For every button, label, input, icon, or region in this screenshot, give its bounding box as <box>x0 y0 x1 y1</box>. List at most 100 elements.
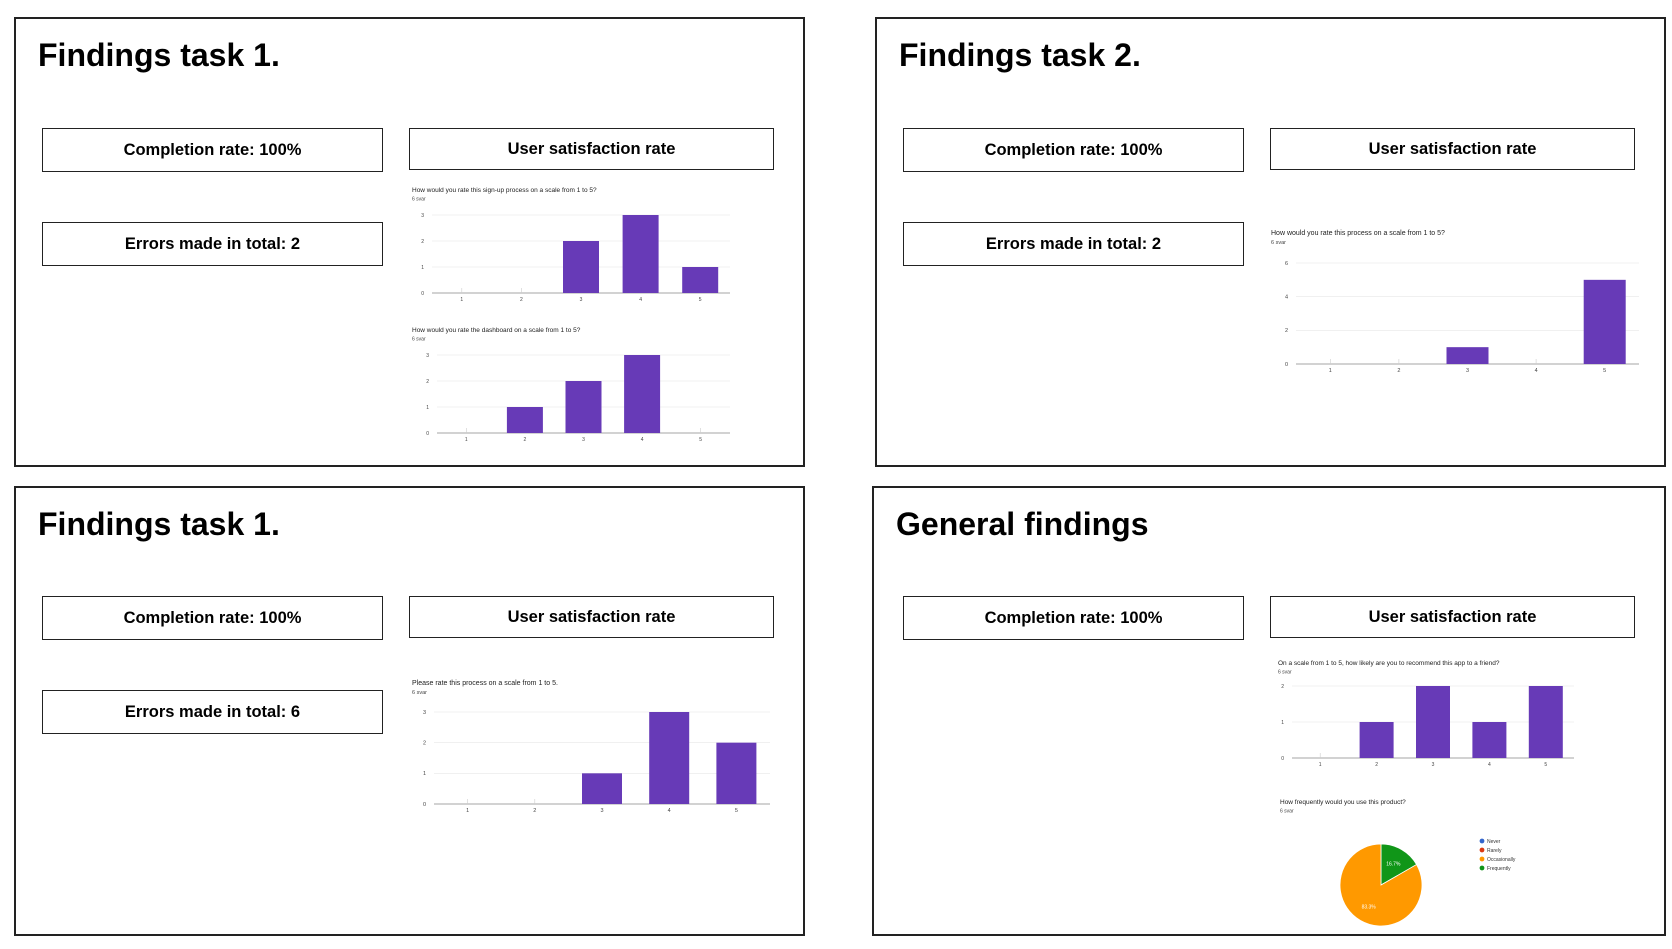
slide-findings-task-1-b: Findings task 1. Completion rate: 100% U… <box>14 486 805 936</box>
chart-title: How frequently would you use this produc… <box>1280 799 1406 806</box>
legend-label: Frequently <box>1487 866 1511 872</box>
y-tick-label: 3 <box>421 213 424 219</box>
slide-findings-task-2: Findings task 2. Completion rate: 100% U… <box>875 17 1666 467</box>
chart-title: How would you rate this process on a sca… <box>1271 230 1445 237</box>
x-tick-label: 2 <box>520 297 523 303</box>
pie-data-label: 83.3% <box>1362 904 1377 910</box>
y-tick-label: 2 <box>1281 684 1284 690</box>
x-tick-label: 5 <box>1603 368 1606 374</box>
slide-title: Findings task 1. <box>38 506 280 542</box>
y-tick-label: 0 <box>426 431 429 437</box>
bar-chart-recommend-likelihood: On a scale from 1 to 5, how likely are y… <box>1278 660 1574 768</box>
y-tick-label: 1 <box>1281 720 1284 726</box>
y-tick-label: 2 <box>426 379 429 385</box>
legend-marker <box>1479 865 1485 871</box>
x-tick-label: 3 <box>580 297 583 303</box>
y-tick-label: 4 <box>1285 294 1288 300</box>
x-tick-label: 2 <box>1397 368 1400 374</box>
y-tick-label: 1 <box>421 265 424 271</box>
bar-5 <box>682 267 719 293</box>
x-tick-label: 1 <box>1329 368 1332 374</box>
x-tick-label: 2 <box>524 437 527 443</box>
slide-title: Findings task 2. <box>899 37 1141 73</box>
chart-subtitle: 6 svar <box>1271 240 1286 246</box>
chart-subtitle: 6 svar <box>412 337 426 343</box>
slide-general-findings: General findings Completion rate: 100% U… <box>872 486 1666 936</box>
y-tick-label: 0 <box>423 802 426 808</box>
chart-subtitle: 6 svar <box>412 690 427 696</box>
pie-slice-frequently <box>1380 843 1418 886</box>
x-tick-label: 2 <box>533 808 536 814</box>
chart-subtitle: 6 svar <box>1278 670 1292 676</box>
x-tick-label: 4 <box>1535 368 1538 374</box>
bar-chart-process-rating: How would you rate this process on a sca… <box>1271 230 1639 374</box>
chart-title: How would you rate this sign-up process … <box>412 187 597 194</box>
chart-title: On a scale from 1 to 5, how likely are y… <box>1278 660 1500 667</box>
x-tick-label: 3 <box>1432 762 1435 768</box>
x-tick-label: 3 <box>600 808 603 814</box>
bar-5 <box>1528 686 1563 758</box>
user-satisfaction-box: User satisfaction rate <box>409 128 774 170</box>
bar-4 <box>1472 722 1507 758</box>
bar-chart-signup-rating: How would you rate this sign-up process … <box>412 187 730 303</box>
x-tick-label: 1 <box>465 437 468 443</box>
bar-3 <box>563 241 599 293</box>
x-tick-label: 4 <box>639 297 642 303</box>
pie-data-label: 16.7% <box>1386 862 1401 868</box>
user-satisfaction-box: User satisfaction rate <box>409 596 774 638</box>
chart-subtitle: 6 svar <box>412 197 426 203</box>
legend-label: Rarely <box>1487 848 1502 854</box>
y-tick-label: 2 <box>1285 328 1288 334</box>
user-satisfaction-box: User satisfaction rate <box>1270 596 1635 638</box>
chart-title: How would you rate the dashboard on a sc… <box>412 327 581 334</box>
chart-subtitle: 6 svar <box>1280 809 1294 815</box>
x-tick-label: 5 <box>735 808 738 814</box>
y-tick-label: 0 <box>1281 756 1284 762</box>
bar-3 <box>1446 347 1489 364</box>
x-tick-label: 2 <box>1375 762 1378 768</box>
bar-2 <box>1359 722 1394 758</box>
y-tick-label: 3 <box>426 353 429 359</box>
legend-marker <box>1479 838 1485 844</box>
bar-5 <box>716 742 757 804</box>
errors-total-box: Errors made in total: 2 <box>903 222 1244 266</box>
bar-4 <box>649 712 690 804</box>
completion-rate-box: Completion rate: 100% <box>903 596 1244 640</box>
x-tick-label: 4 <box>668 808 671 814</box>
y-tick-label: 0 <box>421 291 424 297</box>
y-tick-label: 1 <box>423 771 426 777</box>
x-tick-label: 1 <box>460 297 463 303</box>
legend-marker <box>1479 847 1485 853</box>
x-tick-label: 5 <box>1544 762 1547 768</box>
bar-3 <box>565 381 602 433</box>
pie-chart-use-frequency: How frequently would you use this produc… <box>1280 799 1516 927</box>
bar-chart-process-rating-b: Please rate this process on a scale from… <box>412 680 770 814</box>
errors-total-box: Errors made in total: 2 <box>42 222 383 266</box>
y-tick-label: 3 <box>423 710 426 716</box>
y-tick-label: 2 <box>421 239 424 245</box>
bar-5 <box>1583 279 1626 364</box>
x-tick-label: 1 <box>466 808 469 814</box>
completion-rate-box: Completion rate: 100% <box>903 128 1244 172</box>
bar-4 <box>624 355 661 433</box>
pie-slice-occasionally <box>1339 843 1423 927</box>
errors-total-box: Errors made in total: 6 <box>42 690 383 734</box>
chart-title: Please rate this process on a scale from… <box>412 680 558 687</box>
legend-label: Occasionally <box>1487 857 1516 863</box>
y-tick-label: 6 <box>1285 261 1288 267</box>
y-tick-label: 2 <box>423 740 426 746</box>
x-tick-label: 4 <box>641 437 644 443</box>
y-tick-label: 0 <box>1285 362 1288 368</box>
slide-title: Findings task 1. <box>38 37 280 73</box>
user-satisfaction-box: User satisfaction rate <box>1270 128 1635 170</box>
bar-3 <box>582 773 622 804</box>
slide-findings-task-1: Findings task 1. Completion rate: 100% U… <box>14 17 805 467</box>
legend-label: Never <box>1487 839 1501 845</box>
x-tick-label: 3 <box>1466 368 1469 374</box>
x-tick-label: 5 <box>699 437 702 443</box>
slide-title: General findings <box>896 506 1149 542</box>
bar-4 <box>622 215 659 293</box>
bar-2 <box>506 407 543 433</box>
bar-chart-dashboard-rating: How would you rate the dashboard on a sc… <box>412 327 730 443</box>
legend-marker <box>1479 856 1485 862</box>
